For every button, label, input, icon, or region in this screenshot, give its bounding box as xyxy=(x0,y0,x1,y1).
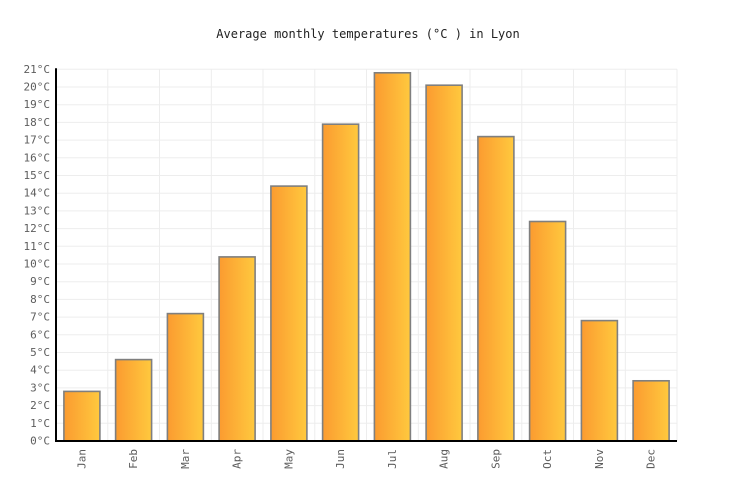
y-tick-label: 7°C xyxy=(30,311,50,324)
bar-sep xyxy=(477,135,515,442)
y-tick-label: 12°C xyxy=(24,222,51,235)
y-tick-label: 15°C xyxy=(24,169,51,182)
y-tick-label: 0°C xyxy=(30,435,50,448)
x-tick-label: Nov xyxy=(593,449,606,469)
bar-oct xyxy=(528,220,567,442)
y-tick-label: 2°C xyxy=(30,399,50,412)
bar-mar xyxy=(166,312,205,442)
bar-dec xyxy=(632,379,670,442)
bar-feb xyxy=(114,358,153,442)
y-tick-label: 14°C xyxy=(24,187,51,200)
x-tick-label: Apr xyxy=(231,449,244,469)
x-tick-label: Aug xyxy=(438,449,451,469)
y-tick-label: 3°C xyxy=(30,381,50,394)
bar-jun xyxy=(321,123,360,442)
y-tick-label: 20°C xyxy=(24,81,51,94)
bar-jul xyxy=(373,72,412,442)
y-tick-label: 5°C xyxy=(30,346,50,359)
bar-jan xyxy=(63,390,101,442)
y-tick-label: 13°C xyxy=(24,204,51,217)
x-tick-label: Sep xyxy=(489,449,502,469)
y-tick-label: 17°C xyxy=(24,134,51,147)
x-tick-label: Feb xyxy=(127,449,140,469)
bar-aug xyxy=(425,84,463,442)
chart-title: Average monthly temperatures (°C ) in Ly… xyxy=(216,27,520,41)
y-tick-label: 1°C xyxy=(30,417,50,430)
x-tick-label: Jan xyxy=(75,449,88,469)
x-tick-label: Oct xyxy=(541,449,554,469)
y-tick-label: 6°C xyxy=(30,328,50,341)
y-tick-label: 16°C xyxy=(24,151,51,164)
x-tick-label: May xyxy=(282,449,295,469)
bar-apr xyxy=(218,256,256,442)
x-tick-label: Dec xyxy=(645,449,658,469)
y-tick-label: 9°C xyxy=(30,275,50,288)
y-tick-label: 8°C xyxy=(30,293,50,306)
y-tick-label: 10°C xyxy=(24,258,51,271)
bar-may xyxy=(270,185,308,442)
x-tick-label: Jul xyxy=(386,449,399,469)
y-tick-label: 11°C xyxy=(24,240,51,253)
x-tick-label: Mar xyxy=(179,449,192,469)
x-tick-label: Jun xyxy=(334,449,347,469)
bar-nov xyxy=(580,319,619,442)
y-tick-label: 19°C xyxy=(24,98,51,111)
y-tick-label: 21°C xyxy=(24,63,51,76)
y-tick-label: 18°C xyxy=(24,116,51,129)
y-tick-label: 4°C xyxy=(30,364,50,377)
